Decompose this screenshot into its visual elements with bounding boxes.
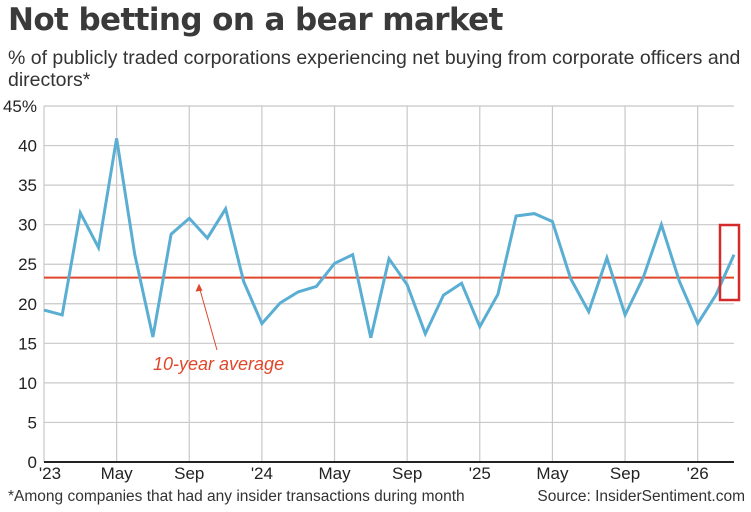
series-line: [43, 138, 736, 339]
chart-title: Not betting on a bear market: [8, 2, 503, 38]
annotation-arrow: [199, 289, 218, 351]
x-axis-ticks: '23 May Sep '24 May Sep '25 May Sep '26: [39, 464, 709, 483]
x-tick-label: '24: [251, 464, 273, 483]
y-tick-label: 20: [18, 295, 37, 314]
average-label: 10-year average: [153, 354, 284, 374]
x-tick-label: Sep: [174, 464, 204, 483]
y-tick-label: 45%: [3, 97, 37, 116]
y-tick-label: 25: [18, 255, 37, 274]
y-tick-label: 5: [28, 413, 37, 432]
x-tick-label: May: [318, 464, 351, 483]
average-annotation: 10-year average: [153, 283, 284, 374]
x-tick-label: '26: [687, 464, 709, 483]
gridlines: [43, 105, 734, 462]
x-tick-label: '25: [469, 464, 491, 483]
chart-subtitle: % of publicly traded corporations experi…: [8, 47, 741, 91]
x-tick-label: Sep: [610, 464, 640, 483]
latest-value-highlight-box: [718, 223, 741, 302]
x-tick-label: '23: [39, 464, 61, 483]
y-tick-label: 15: [18, 334, 37, 353]
x-tick-label: May: [536, 464, 569, 483]
y-tick-label: 30: [18, 216, 37, 235]
x-tick-label: Sep: [392, 464, 422, 483]
footnote: *Among companies that had any insider tr…: [8, 488, 465, 505]
y-tick-label: 40: [18, 137, 37, 156]
x-tick-label: May: [101, 464, 134, 483]
y-axis-ticks: 45% 40 35 30 25 20 15 10 5 0: [3, 97, 37, 472]
y-tick-label: 10: [18, 374, 37, 393]
y-tick-label: 0: [28, 453, 37, 472]
y-tick-label: 35: [18, 176, 37, 195]
annotation-arrowhead: [195, 283, 203, 292]
source-credit: Source: InsiderSentiment.com: [537, 488, 745, 505]
